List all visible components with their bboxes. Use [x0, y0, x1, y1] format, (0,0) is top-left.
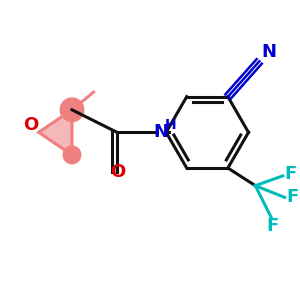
Text: F: F — [284, 165, 297, 183]
Text: N: N — [154, 123, 169, 141]
Text: H: H — [165, 118, 177, 131]
Circle shape — [63, 146, 81, 164]
Text: F: F — [286, 188, 299, 206]
Text: F: F — [267, 217, 279, 235]
Text: N: N — [262, 43, 277, 61]
Text: O: O — [110, 164, 126, 181]
Text: O: O — [23, 116, 38, 134]
Polygon shape — [39, 110, 72, 155]
Circle shape — [60, 98, 84, 122]
